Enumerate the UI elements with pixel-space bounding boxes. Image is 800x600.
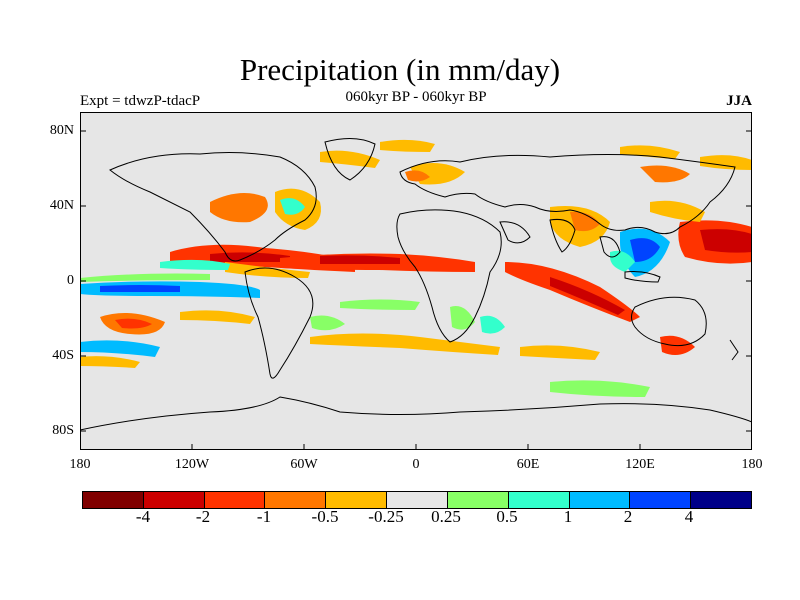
colorbar-label: 2: [623, 507, 633, 526]
colorbar-label: 0.25: [431, 507, 461, 526]
colorbar-swatch: [265, 492, 327, 508]
experiment-label: Expt = tdwzP-tdacP: [80, 93, 201, 109]
colorbar-swatch: [508, 492, 570, 508]
colorbar-label: -0.25: [368, 507, 404, 526]
map-background: [80, 112, 752, 450]
lon-label-60w: 60W: [290, 457, 318, 472]
coastlines: [80, 138, 752, 431]
colorbar-label: 0.5: [496, 507, 518, 526]
colorbar-swatch: [447, 492, 509, 508]
lat-label-80s: 80S: [52, 423, 74, 438]
colorbar-label: 1: [563, 507, 573, 526]
lat-label-40n: 40N: [49, 198, 74, 213]
colorbar-swatch: [143, 492, 205, 508]
colorbar-swatch: [569, 492, 631, 508]
chart-title: Precipitation (in mm/day): [239, 52, 561, 87]
map-ticks: [80, 130, 752, 450]
lon-label-180w: 180: [69, 457, 91, 472]
colorbar-swatch: [691, 492, 751, 508]
lat-label-80n: 80N: [49, 123, 74, 138]
colorbar-swatch: [204, 492, 266, 508]
colorbar-swatch: [83, 492, 144, 508]
colorbar-label: -0.5: [311, 507, 339, 526]
colorbar-swatch: [387, 492, 448, 508]
colorbar-label: -1: [256, 507, 272, 526]
map-svg: [80, 112, 752, 450]
colorbar-label: -4: [135, 507, 151, 526]
colorbar-label: -2: [195, 507, 211, 526]
precipitation-map: [80, 112, 752, 450]
lon-label-120e: 120E: [625, 457, 655, 472]
period-label: 060kyr BP - 060kyr BP: [345, 89, 487, 105]
lon-label-120w: 120W: [174, 457, 210, 472]
lat-label-40s: 40S: [52, 348, 74, 363]
anomaly-shading: [80, 139, 752, 397]
season-label: JJA: [726, 93, 752, 109]
lat-label-0: 0: [67, 273, 74, 288]
colorbar-swatch: [326, 492, 388, 508]
colorbar-swatch: [630, 492, 692, 508]
lon-label-60e: 60E: [516, 457, 540, 472]
lon-label-0: 0: [412, 457, 420, 472]
colorbar: [82, 491, 752, 509]
lon-label-180e: 180: [741, 457, 763, 472]
colorbar-label: 4: [684, 507, 694, 526]
